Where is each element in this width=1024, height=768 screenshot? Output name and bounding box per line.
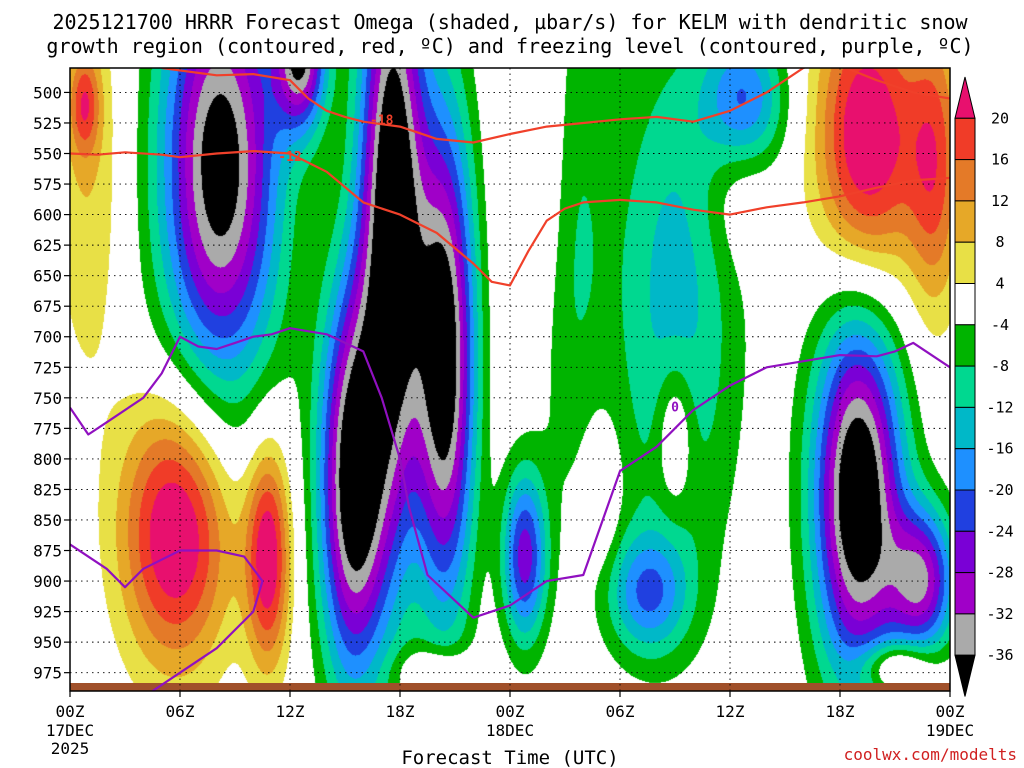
y-tick-label: 600 (33, 206, 62, 225)
colorbar-segment (954, 572, 976, 615)
chart-title-line1: 2025121700 HRRR Forecast Omega (shaded, … (52, 10, 968, 34)
colorbar-segment (954, 530, 976, 574)
chart-title-line2: growth region (contoured, red, ºC) and f… (46, 34, 973, 58)
credit-text: coolwx.com/modelts (844, 745, 1017, 764)
colorbar-segment (954, 489, 976, 532)
y-tick-label: 950 (33, 633, 62, 652)
colorbar-label: -36 (986, 646, 1013, 664)
colorbar-label: -12 (986, 398, 1013, 416)
colorbar-label: 8 (995, 233, 1004, 251)
y-tick-label: 700 (33, 328, 62, 347)
x-tick-label: 18Z (386, 702, 415, 721)
y-tick-label: 875 (33, 542, 62, 561)
colorbar-label: -28 (986, 564, 1013, 582)
contour-lines: -12 -18 0 (70, 68, 950, 691)
dgz-contour-line (70, 150, 950, 287)
freezing-level-line (70, 327, 950, 619)
colorbar-label: -4 (991, 316, 1009, 334)
colorbar-label: -16 (986, 440, 1013, 458)
dgz-contour-line (161, 68, 950, 144)
x-tick-label: 12Z (716, 702, 745, 721)
y-tick-label: 725 (33, 358, 62, 377)
y-tick-label: 850 (33, 511, 62, 530)
x-tick-date: 19DEC (926, 721, 974, 740)
y-tick-label: 575 (33, 175, 62, 194)
colorbar-segment (954, 365, 976, 408)
colorbar-label: -32 (986, 605, 1013, 623)
y-tick-label: 525 (33, 114, 62, 133)
x-tick-label: 06Z (606, 702, 635, 721)
freezing-level-line-low (70, 543, 264, 691)
y-tick-label: 800 (33, 450, 62, 469)
colorbar-label: -8 (991, 357, 1009, 375)
y-tick-label: 975 (33, 664, 62, 683)
colorbar-segment (954, 241, 976, 284)
colorbar-label: 16 (991, 151, 1009, 169)
omega-shaded-field (70, 68, 950, 691)
x-axis-label: Forecast Time (UTC) (401, 747, 618, 768)
colorbar-label: -24 (986, 522, 1013, 540)
x-tick-label: 00Z (496, 702, 525, 721)
colorbar-segment (954, 406, 976, 450)
x-tick-label: 00Z (56, 702, 85, 721)
colorbar-label: 4 (995, 275, 1004, 293)
x-tick-label: 06Z (166, 702, 195, 721)
x-tick-label: 12Z (276, 702, 305, 721)
y-tick-label: 925 (33, 603, 62, 622)
y-tick-label: 900 (33, 572, 62, 591)
y-axis: 500 525 550 575 600 625 650 675 700 725 750 775 800 8… (33, 83, 70, 683)
colorbar: 20 16 12 8 4 -4 -8 -12 -16 -20 -24 -28 -32 -36 (954, 76, 1014, 697)
y-tick-label: 775 (33, 419, 62, 438)
colorbar-arrow-bottom (954, 654, 976, 697)
dgz-contour-label: -18 (370, 113, 394, 128)
grid-lines (70, 68, 950, 691)
colorbar-segment (954, 613, 976, 656)
x-tick-year: 2025 (51, 739, 90, 758)
x-tick-date: 18DEC (486, 721, 534, 740)
x-tick-date: 17DEC (46, 721, 94, 740)
y-tick-label: 500 (33, 83, 62, 102)
dgz-contour-label: -12 (278, 150, 301, 165)
colorbar-label: -20 (986, 481, 1013, 499)
colorbar-segment (954, 200, 976, 243)
colorbar-label: 20 (991, 109, 1009, 127)
colorbar-segment (954, 283, 976, 326)
colorbar-segment (954, 324, 976, 367)
colorbar-segment (954, 448, 976, 491)
colorbar-label: 12 (991, 192, 1009, 210)
y-tick-label: 750 (33, 389, 62, 408)
colorbar-segment (954, 159, 976, 202)
terrain-band (70, 683, 950, 691)
y-tick-label: 650 (33, 267, 62, 286)
y-tick-label: 625 (33, 236, 62, 255)
colorbar-arrow-top (954, 76, 976, 119)
x-tick-label: 18Z (826, 702, 855, 721)
y-tick-label: 550 (33, 145, 62, 164)
x-tick-label: 00Z (936, 702, 965, 721)
y-tick-label: 675 (33, 297, 62, 316)
y-tick-label: 825 (33, 480, 62, 499)
freezing-level-label: 0 (671, 400, 679, 415)
colorbar-segment (954, 117, 976, 161)
